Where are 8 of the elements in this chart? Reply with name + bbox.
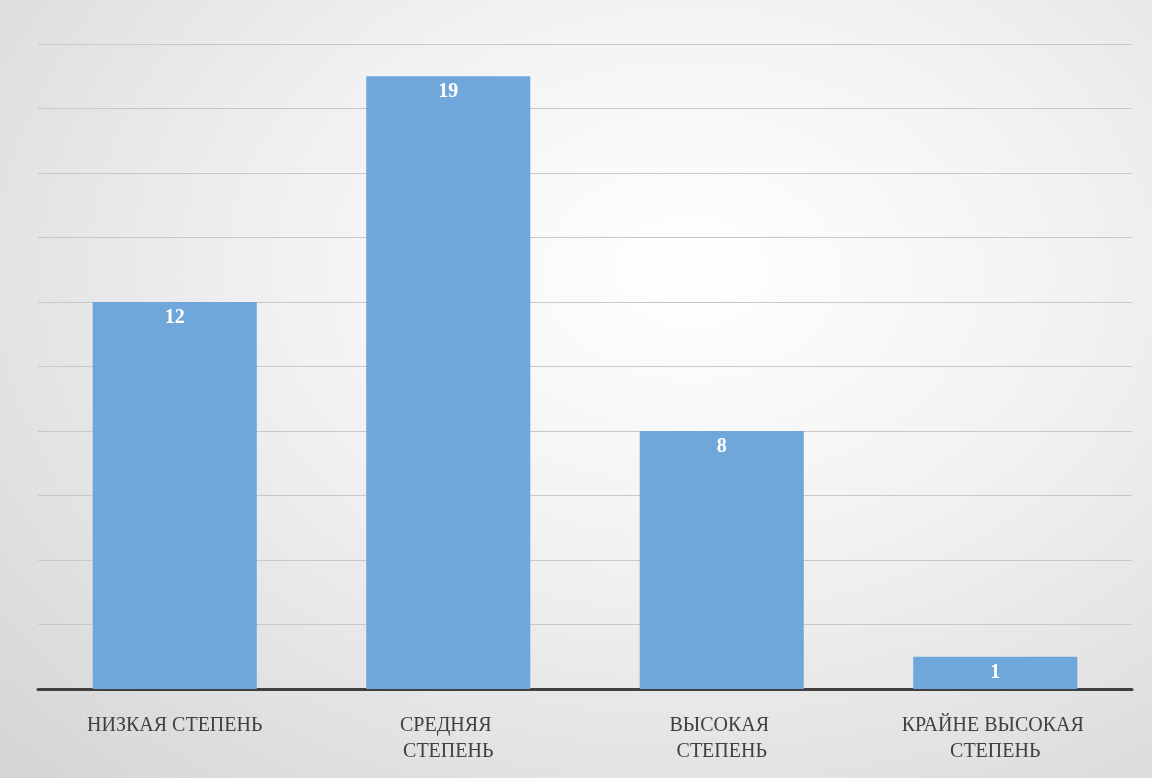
data-label: 12	[164, 305, 185, 327]
data-label: 19	[438, 79, 459, 102]
data-label: 1	[990, 659, 1001, 682]
x-tick-label: ВЫСОКАЯ СТЕПЕНЬ	[669, 713, 775, 761]
x-tick-label: КРАЙНЕ ВЫСОКАЯ СТЕПЕНЬ	[901, 713, 1089, 761]
x-tick-label: НИЗКАЯ СТЕПЕНЬ	[87, 713, 263, 735]
data-label: 8	[716, 434, 727, 456]
x-tick-label: СРЕДНЯЯ СТЕПЕНЬ	[400, 713, 497, 761]
